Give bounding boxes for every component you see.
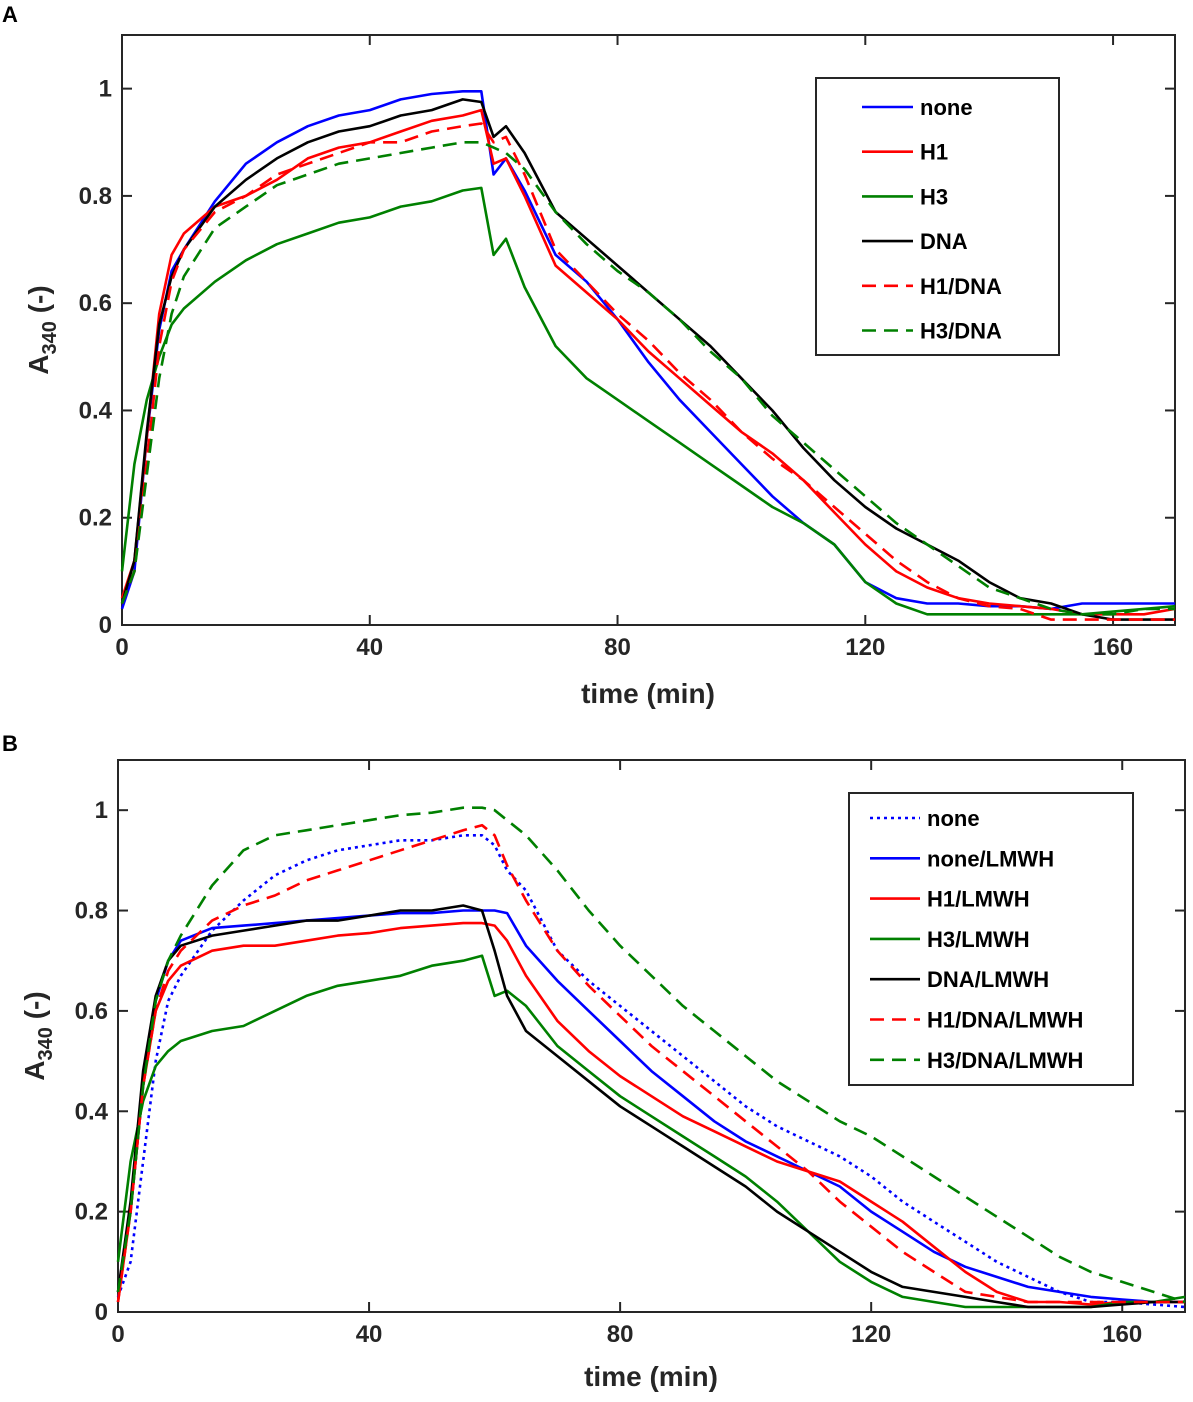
series-line-b-none: [116, 833, 1186, 1309]
series-line-a-h1: [120, 108, 1176, 616]
y-axis-title-main-b: A: [19, 1060, 50, 1080]
y-tick-label-a-3: 0.6: [79, 290, 112, 317]
series-line-a-h3: [120, 186, 1176, 616]
legend-b: none none/LMWH H1/LMWH H3/LMWH DNA/LMWH H1/DN…: [848, 792, 1134, 1086]
series-line-b-h1-lmwh: [116, 921, 1185, 1306]
legend-label-a-h1: H1: [920, 140, 948, 165]
series-line-b-h1-dna-lmwh: [116, 823, 1185, 1304]
y-tick-label-b-3: 0.6: [75, 998, 108, 1025]
series-line-a-h1-dna: [120, 122, 1175, 621]
legend-label-a-h1-dna: H1/DNA: [920, 274, 1002, 299]
x-tick-label-b-80: 80: [607, 1321, 634, 1348]
legend-label-b-h1-lmwh: H1/LMWH: [927, 887, 1030, 912]
legend-label-b-h3-dna-lmwh: H3/DNA/LMWH: [927, 1048, 1083, 1073]
y-tick-label-b-5: 1: [95, 797, 108, 824]
legend-a: none H1 H3 DNA H1/DNA H3/DNA: [815, 77, 1060, 356]
series-line-b-none-lmwh: [116, 909, 1185, 1304]
legend-label-a-h3-dna: H3/DNA: [920, 319, 1002, 344]
y-tick-label-a-1: 0.2: [79, 505, 112, 532]
y-tick-label-a-4: 0.8: [79, 183, 112, 210]
y-axis-title-sub-b: 340: [35, 1027, 57, 1060]
legend-label-a-none: none: [920, 95, 973, 120]
legend-label-b-none-lmwh: none/LMWH: [927, 846, 1054, 871]
tick-labels-a: 0 40 80 120 160 0 0.2 0.4 0.6 0.8 1: [79, 76, 1133, 661]
x-tick-label-b-120: 120: [851, 1321, 891, 1348]
panel-b: B 0 40 80 120 160 0 0.2 0.4 0.6 0.8 1 time (min) A…: [2, 731, 1186, 1392]
legend-box-a: [815, 77, 1060, 356]
x-tick-label-a-160: 160: [1093, 634, 1133, 661]
x-tick-label-a-40: 40: [356, 634, 383, 661]
series-line-b-h3-dna-lmwh: [116, 806, 1186, 1304]
x-tick-label-a-0: 0: [115, 634, 128, 661]
series-line-a-h3-dna: [120, 141, 1175, 616]
plot-area-a: [121, 34, 1176, 626]
y-tick-label-b-1: 0.2: [75, 1199, 108, 1226]
x-tick-label-b-160: 160: [1102, 1321, 1142, 1348]
series-line-b-h3-lmwh: [116, 954, 1186, 1309]
y-tick-label-b-0: 0: [95, 1299, 108, 1326]
y-axis-title-a: A340 (-): [23, 285, 61, 374]
y-tick-label-a-5: 1: [99, 76, 112, 103]
legend-label-b-h1-dna-lmwh: H1/DNA/LMWH: [927, 1008, 1083, 1033]
y-axis-title-b: A340 (-): [19, 991, 57, 1080]
legend-label-a-dna: DNA: [920, 229, 968, 254]
y-tick-label-b-4: 0.8: [75, 898, 108, 925]
panel-label-a: A: [2, 2, 18, 27]
axis-ticks-a: [121, 35, 1175, 626]
tick-labels-b: 0 40 80 120 160 0 0.2 0.4 0.6 0.8 1: [75, 797, 1143, 1348]
x-axis-title-b: time (min): [584, 1361, 718, 1392]
panel-label-b: B: [2, 731, 18, 756]
x-tick-label-a-120: 120: [845, 634, 885, 661]
y-tick-label-b-2: 0.4: [75, 1098, 109, 1125]
series-line-b-dna-lmwh: [116, 904, 1185, 1309]
y-tick-label-a-0: 0: [99, 612, 112, 639]
x-tick-label-b-0: 0: [111, 1321, 124, 1348]
legend-label-a-h3: H3: [920, 184, 948, 209]
x-tick-label-b-40: 40: [356, 1321, 383, 1348]
y-axis-title-suffix-a: (-): [23, 285, 54, 321]
y-axis-title-main-a: A: [23, 354, 54, 374]
series-lines-a: [120, 90, 1176, 621]
y-axis-title-sub-a: 340: [39, 321, 61, 354]
plot-area-b: [117, 759, 1186, 1313]
y-tick-label-a-2: 0.4: [79, 397, 113, 424]
legend-label-b-dna-lmwh: DNA/LMWH: [927, 967, 1049, 992]
series-lines-b: [116, 806, 1186, 1309]
y-axis-title-suffix-b: (-): [19, 991, 50, 1027]
legend-label-b-h3-lmwh: H3/LMWH: [927, 927, 1030, 952]
series-line-a-dna: [120, 98, 1175, 621]
legend-label-b-none: none: [927, 806, 980, 831]
panel-a: A 0 40 80 120 160 0 0.2 0.4 0.6 0.8 1 time (min) A…: [2, 2, 1176, 709]
axis-ticks-b: [117, 760, 1185, 1313]
x-axis-title-a: time (min): [581, 678, 715, 709]
x-tick-label-a-80: 80: [604, 634, 631, 661]
series-line-a-none: [120, 90, 1175, 611]
